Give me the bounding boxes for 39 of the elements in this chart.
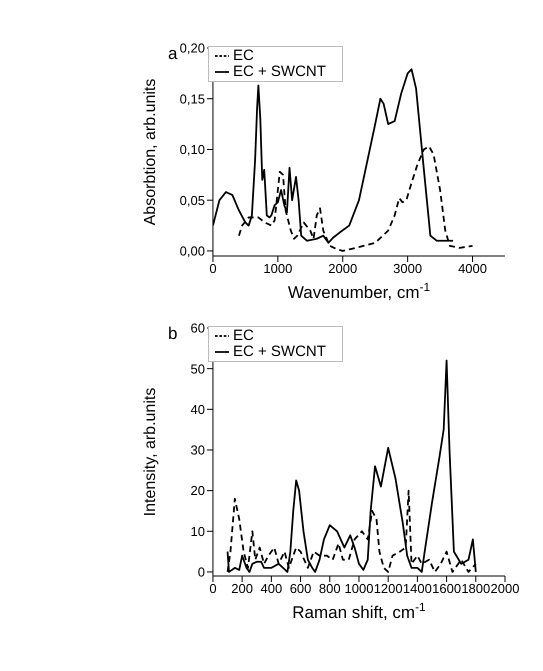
x-tick-label: 1000 — [344, 581, 374, 596]
y-tick-label: 0,15 — [180, 91, 205, 106]
x-tick-label: 0 — [209, 261, 217, 276]
y-tick-label: 30 — [190, 442, 205, 458]
x-tick-label: 2000 — [490, 581, 520, 596]
x-tick-label: 400 — [260, 581, 282, 596]
x-tick-label: 600 — [290, 581, 312, 596]
text: a — [168, 44, 178, 64]
x-axis-title: Wavenumber, cm$^{-1}$ — [288, 280, 430, 302]
legend-label: EC — [233, 47, 254, 64]
legend-label: EC — [233, 327, 254, 344]
legend-label: EC + SWCNT — [233, 63, 326, 80]
x-tick-label: 2000 — [328, 261, 358, 276]
x-tick-label: 3000 — [393, 261, 422, 276]
x-tick-label: 200 — [231, 581, 253, 596]
y-tick-label: 50 — [190, 361, 205, 376]
y-tick-label: 60 — [190, 320, 205, 336]
x-tick-label: 1000 — [263, 261, 292, 276]
x-tick-label: 1600 — [432, 581, 462, 596]
legend-label: EC + SWCNT — [233, 343, 326, 360]
line-series — [226, 360, 477, 573]
y-tick-label: 10 — [190, 524, 205, 539]
y-tick-label: 40 — [190, 402, 205, 417]
y-tick-label: 0,00 — [180, 244, 205, 259]
x-tick-label: 0 — [209, 581, 217, 596]
x-tick-label: 4000 — [458, 261, 488, 276]
x-axis-title: Raman shift, cm$^{-1}$ — [292, 600, 426, 622]
y-tick-label: 0 — [198, 564, 205, 580]
y-tick-label: 0,20 — [180, 40, 205, 56]
y-tick-label: 0,10 — [180, 142, 205, 158]
x-tick-label: 1400 — [402, 581, 432, 596]
x-tick-label: 1800 — [461, 581, 490, 596]
y-axis-title: Absorbtion, arb.units — [142, 78, 159, 226]
x-tick-label: 1200 — [374, 581, 403, 596]
y-tick-label: 0,05 — [180, 192, 205, 208]
y-tick-label: 20 — [190, 483, 205, 498]
x-tick-label: 800 — [318, 581, 341, 596]
y-axis-title: Intensity, arb.units — [142, 388, 159, 516]
text: b — [168, 324, 178, 344]
